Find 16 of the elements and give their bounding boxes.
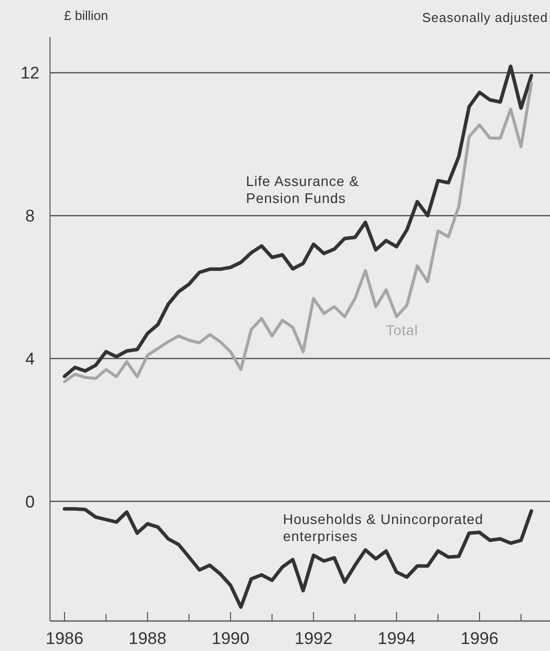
y-tick-label: 0 xyxy=(25,492,35,512)
x-tick-label: 1994 xyxy=(378,629,416,648)
text: Seasonally adjusted xyxy=(422,10,548,25)
x-tick-label: 1986 xyxy=(46,629,84,648)
y-tick-label: 8 xyxy=(25,206,35,226)
series-label: Households & Unincorporated enterprises xyxy=(283,511,484,544)
x-tick-label: 1996 xyxy=(460,629,498,648)
line-series xyxy=(62,507,534,609)
x-tick-label: 1990 xyxy=(212,629,250,648)
y-tick-label: 12 xyxy=(20,64,40,83)
x-tick-label: 1988 xyxy=(128,629,166,648)
y-tick-label: 4 xyxy=(25,349,35,368)
y-axis-title: £ billion xyxy=(64,8,108,23)
series-label: Total xyxy=(386,322,418,338)
x-tick-label: 1992 xyxy=(294,629,332,648)
series-label: Life Assurance & Pension Funds xyxy=(246,173,360,206)
